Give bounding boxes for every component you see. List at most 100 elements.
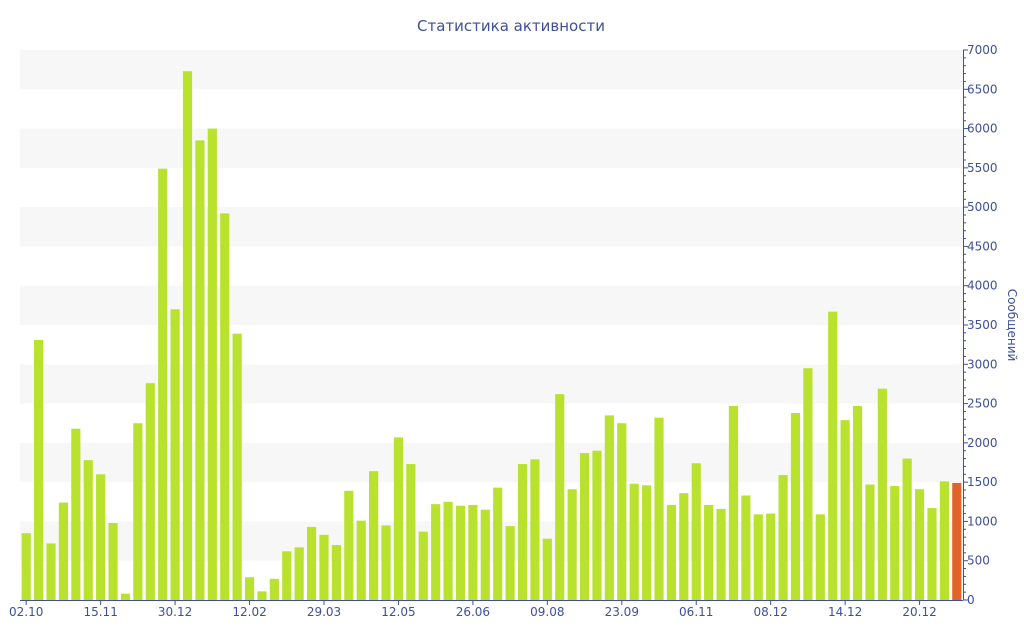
y-tick-label: 3500 — [967, 318, 998, 332]
bar[interactable] — [71, 428, 81, 600]
bar[interactable] — [195, 140, 205, 601]
x-tick-label: 02.10 — [9, 605, 43, 619]
bar[interactable] — [914, 489, 925, 600]
bar[interactable] — [493, 487, 503, 600]
bar[interactable] — [890, 486, 900, 600]
bar[interactable] — [58, 502, 69, 600]
bar[interactable] — [120, 593, 131, 600]
bar[interactable] — [455, 505, 466, 600]
bar[interactable] — [604, 415, 614, 600]
bar[interactable] — [319, 534, 329, 600]
bar[interactable] — [815, 514, 825, 600]
bar[interactable] — [294, 547, 304, 600]
bar[interactable] — [306, 526, 317, 600]
bar[interactable] — [778, 475, 788, 600]
bar[interactable] — [517, 464, 528, 600]
bar[interactable] — [96, 474, 106, 600]
bar[interactable] — [579, 453, 590, 600]
bar[interactable] — [207, 128, 217, 600]
bar[interactable] — [468, 504, 478, 600]
bar[interactable] — [369, 471, 379, 600]
bar[interactable] — [728, 405, 739, 600]
bar[interactable] — [716, 508, 726, 600]
bar[interactable] — [927, 508, 937, 600]
bar[interactable] — [592, 450, 602, 600]
bar[interactable] — [443, 501, 453, 600]
bar-current[interactable] — [952, 482, 962, 600]
grid-band — [20, 128, 963, 168]
bar[interactable] — [542, 538, 552, 600]
bar[interactable] — [269, 578, 279, 600]
bar[interactable] — [356, 520, 366, 600]
bar[interactable] — [220, 213, 230, 600]
bar[interactable] — [431, 504, 441, 600]
bar[interactable] — [182, 71, 193, 600]
y-axis: 0 500 1000 1500 2000 2500 3000 3500 4000 4500 5000… — [963, 43, 998, 607]
x-tick-label: 09.08 — [530, 605, 564, 619]
x-tick-label: 06.11 — [679, 605, 713, 619]
bar[interactable] — [555, 394, 565, 600]
y-tick-label: 6000 — [967, 122, 998, 136]
bar[interactable] — [828, 311, 838, 600]
bar[interactable] — [83, 460, 93, 600]
bar[interactable] — [108, 523, 118, 600]
bar[interactable] — [34, 339, 44, 600]
y-tick-label: 500 — [967, 554, 990, 568]
bar[interactable] — [158, 168, 168, 600]
y-tick-label: 4500 — [967, 239, 998, 253]
bar[interactable] — [344, 490, 354, 600]
bar[interactable] — [282, 551, 292, 600]
y-tick-label: 2500 — [967, 397, 998, 411]
x-tick-label: 14.12 — [828, 605, 862, 619]
x-tick-label: 30.12 — [158, 605, 192, 619]
bar[interactable] — [852, 405, 863, 600]
bar[interactable] — [244, 577, 255, 600]
bar[interactable] — [133, 423, 143, 600]
bar[interactable] — [505, 526, 515, 600]
bar[interactable] — [530, 459, 540, 600]
bar[interactable] — [865, 484, 875, 601]
bar[interactable] — [257, 591, 267, 600]
bar[interactable] — [480, 509, 490, 600]
chart-title: Статистика активности — [417, 17, 605, 35]
bar[interactable] — [629, 483, 639, 600]
x-tick-label: 26.06 — [456, 605, 490, 619]
bar[interactable] — [840, 420, 850, 600]
grid-band — [20, 207, 963, 247]
bar[interactable] — [679, 493, 689, 600]
x-tick-label: 29.03 — [307, 605, 341, 619]
y-tick-label: 2000 — [967, 436, 998, 450]
bar[interactable] — [753, 514, 763, 600]
y-tick-label: 6500 — [967, 82, 998, 96]
bar[interactable] — [766, 513, 776, 600]
bar[interactable] — [691, 463, 701, 600]
bar[interactable] — [642, 485, 652, 600]
bar[interactable] — [803, 368, 813, 600]
bar[interactable] — [21, 533, 31, 600]
bar[interactable] — [567, 489, 577, 600]
bar[interactable] — [381, 525, 391, 600]
x-tick-label: 08.12 — [753, 605, 787, 619]
bar[interactable] — [741, 495, 751, 601]
y-tick-label: 5500 — [967, 161, 998, 175]
bar[interactable] — [704, 504, 714, 600]
x-axis: 02.10 15.11 30.12 12.02 29.03 12.05 26.06 09.08… — [9, 600, 963, 619]
bar[interactable] — [331, 545, 341, 600]
bar[interactable] — [939, 481, 949, 600]
bar[interactable] — [666, 504, 676, 600]
bar[interactable] — [232, 333, 242, 600]
bar[interactable] — [145, 383, 155, 600]
bar[interactable] — [654, 417, 664, 600]
bar[interactable] — [406, 464, 416, 600]
bar[interactable] — [393, 437, 404, 600]
bar[interactable] — [170, 309, 180, 600]
y-tick-label: 0 — [967, 593, 975, 607]
bar[interactable] — [877, 388, 887, 600]
bar[interactable] — [46, 543, 56, 600]
y-axis-title: Сообщений — [1005, 289, 1019, 362]
bar[interactable] — [902, 458, 912, 600]
bar[interactable] — [790, 413, 801, 600]
bar[interactable] — [418, 531, 428, 600]
bar[interactable] — [617, 423, 627, 600]
